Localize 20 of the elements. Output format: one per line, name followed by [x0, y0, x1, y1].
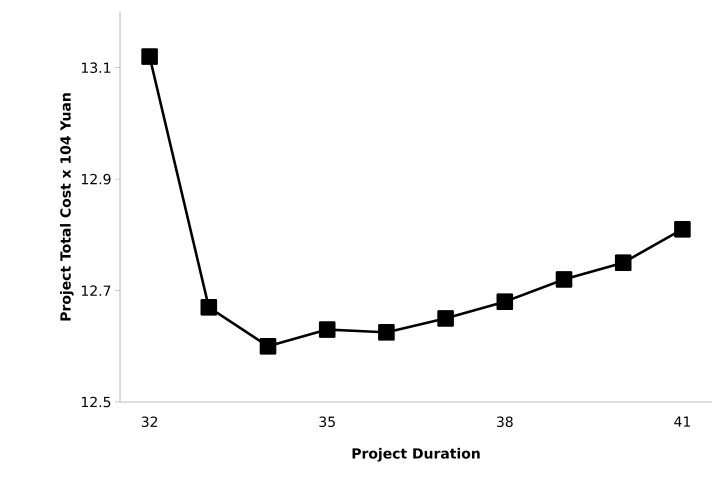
point [437, 310, 454, 327]
point [378, 324, 395, 341]
point [318, 321, 336, 338]
y-tick-label: 13.1 [82, 62, 110, 73]
x-axis-title: Project Duration [352, 448, 480, 462]
point [200, 298, 218, 316]
y-tick-label: 12.9 [82, 174, 110, 184]
point [556, 271, 572, 288]
x-tick-label: 38 [497, 416, 513, 428]
x-tick-label: 41 [674, 416, 690, 427]
point [260, 338, 276, 355]
point [614, 254, 632, 271]
point [496, 293, 514, 310]
x-tick-label: 32 [142, 416, 158, 428]
point [141, 48, 158, 65]
y-axis-title: Project Total Cost x 104 Yuan [60, 93, 74, 320]
point [674, 220, 691, 238]
x-tick-label: 35 [319, 416, 335, 428]
y-tick-label: 12.7 [82, 285, 110, 296]
y-tick-label: 12.5 [82, 396, 110, 408]
